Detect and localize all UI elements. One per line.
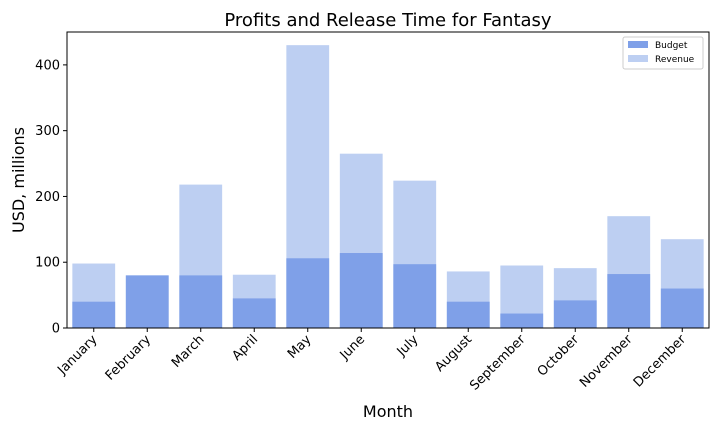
x-axis: January February March April May June July Augu… [54,328,690,394]
x-tick-label: October [535,332,583,380]
bar-budget-july [393,264,437,328]
bar-budget-april [232,298,276,328]
x-tick-label: September [467,332,529,394]
legend: Budget Revenue [622,36,704,70]
bar-budget-january [72,301,116,328]
legend-swatch-revenue [628,55,648,62]
bar-budget-september [500,313,544,328]
bar-budget-march [179,275,223,328]
bar-budget-october [553,300,597,328]
x-tick-label: June [337,332,368,363]
bar-budget-august [446,301,490,328]
x-tick-label: December [631,332,690,391]
bar-budget-february [125,275,169,328]
legend-label-revenue: Revenue [655,55,695,65]
y-axis: 0 100 200 300 400 [35,58,67,337]
legend-swatch-budget [628,41,648,48]
y-tick-label: 300 [35,124,60,139]
bar-budget-may [286,258,330,328]
legend-label-budget: Budget [655,41,688,51]
x-tick-label: January [54,332,100,378]
x-tick-label: February [103,332,155,384]
y-tick-label: 0 [52,322,60,337]
x-tick-label: March [169,332,208,371]
bar-budget-november [607,274,651,328]
bars-group [72,45,704,329]
x-tick-label: July [394,332,422,360]
chart-title: Profits and Release Time for Fantasy [224,10,552,31]
x-tick-label: May [285,332,315,362]
x-tick-label: August [432,332,475,375]
bar-budget-june [339,253,383,328]
bar-budget-december [660,288,704,328]
y-axis-label: USD, millions [9,127,28,233]
x-tick-label: April [229,332,261,364]
y-tick-label: 200 [35,190,60,205]
y-tick-label: 100 [35,256,60,271]
y-tick-label: 400 [35,58,60,73]
x-tick-label: November [577,332,636,391]
plot-frame [66,31,710,329]
x-axis-label: Month [363,402,413,421]
